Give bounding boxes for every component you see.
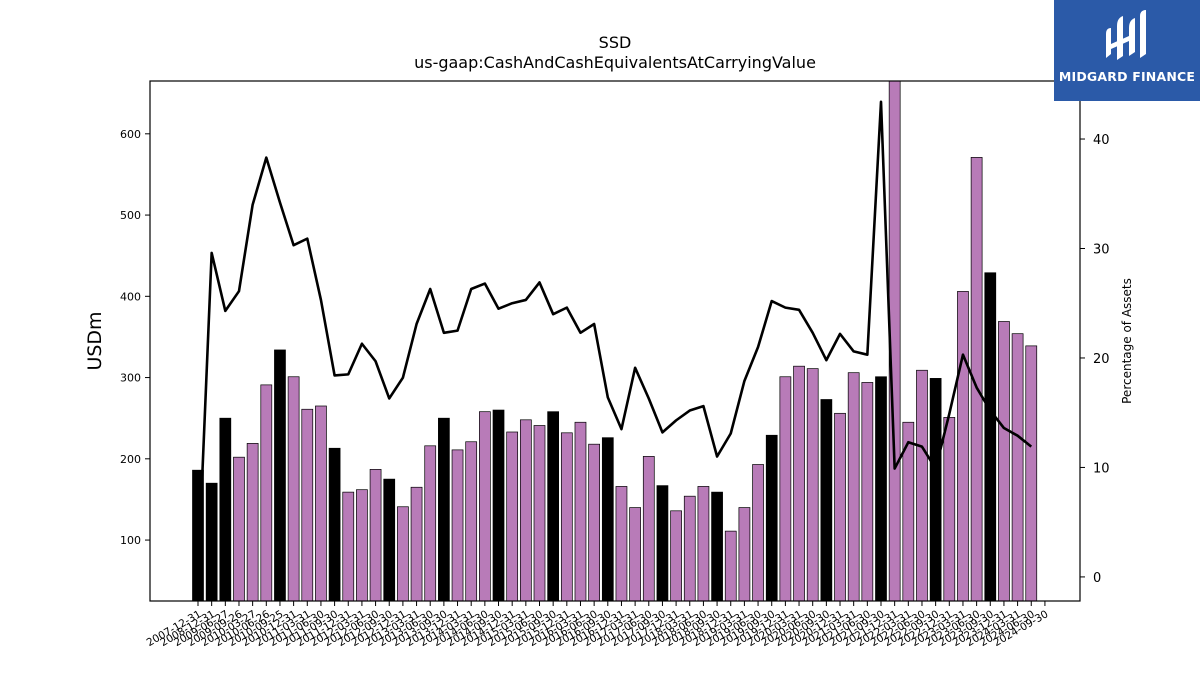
bar-2023-03-31 — [957, 291, 969, 602]
bar-2016-09-30 — [601, 437, 614, 602]
y-tick-label: 100 — [120, 534, 141, 547]
y-axis-label: USDm — [84, 311, 106, 370]
bar-2015-06-30 — [533, 425, 546, 602]
bar-2018-03-31 — [683, 495, 696, 602]
chart-subtitle: us-gaap:CashAndCashEquivalentsAtCarrying… — [414, 53, 816, 72]
bar-2015-09-30 — [547, 411, 560, 602]
bar-series — [192, 80, 1038, 602]
bar-2009-06-27 — [219, 417, 232, 602]
logo-text: MIDGARD FINANCE — [1058, 69, 1196, 84]
percentage-of-assets-line — [196, 100, 1033, 577]
bar-2017-03-31 — [629, 507, 641, 602]
bar-2010-03-27 — [246, 443, 259, 602]
bar-2024-06-30 — [1025, 345, 1038, 602]
midgard-logo-icon — [1106, 10, 1146, 60]
bar-2020-03-31 — [793, 365, 805, 602]
bar-2023-09-30 — [984, 272, 997, 602]
bar-2020-06-30 — [806, 368, 819, 602]
bar-2009-09-26 — [233, 456, 245, 602]
bar-2017-06-30 — [642, 456, 655, 602]
bar-2011-03-31 — [301, 408, 314, 602]
y-tick-label: 600 — [120, 128, 141, 141]
bar-2013-09-30 — [438, 417, 450, 602]
bar-2019-03-31 — [738, 507, 751, 602]
bar-2016-12-31 — [615, 486, 628, 602]
y2-tick-label: 20 — [1093, 352, 1110, 367]
y-tick-label: 400 — [120, 290, 141, 303]
bar-2008-12-31 — [205, 482, 218, 602]
bar-2021-03-31 — [847, 372, 860, 602]
bar-2017-12-31 — [670, 510, 682, 602]
bar-2023-12-31 — [998, 321, 1010, 602]
y2-tick-label: 10 — [1093, 461, 1110, 476]
bar-2012-09-30 — [383, 478, 396, 602]
bar-2014-06-30 — [479, 411, 491, 602]
bar-2014-03-31 — [465, 441, 478, 602]
bar-2012-12-31 — [397, 506, 409, 602]
bar-2011-06-30 — [315, 405, 327, 602]
y2-axis-label: Percentage of Assets — [1120, 278, 1134, 404]
bar-2014-09-30 — [492, 409, 505, 602]
bar-2020-09-30 — [820, 399, 833, 602]
bar-2018-09-30 — [711, 491, 723, 602]
bar-2013-12-31 — [451, 449, 464, 602]
bar-2015-12-31 — [560, 432, 573, 602]
bar-2012-06-30 — [369, 469, 382, 602]
bar-2017-09-30 — [656, 485, 669, 602]
midgard-finance-logo: MIDGARD FINANCE — [1054, 0, 1200, 101]
y-axis-left: 100 200 300 400 500 600 — [120, 128, 150, 547]
bar-2024-03-31 — [1011, 333, 1024, 602]
y2-tick-label: 30 — [1093, 242, 1110, 257]
percentage-line-series — [196, 100, 1033, 577]
y-axis-right: 0 10 20 30 40 — [1080, 133, 1110, 586]
bar-2015-03-31 — [519, 419, 532, 602]
bar-2010-06-26 — [260, 384, 273, 602]
bar-2019-09-30 — [765, 434, 778, 602]
bar-2016-06-30 — [588, 443, 600, 602]
x-axis: 2007-12-312008-12-312009-06-272009-09-26… — [145, 601, 1050, 649]
bar-2019-12-31 — [779, 376, 792, 602]
bar-2022-12-31 — [943, 417, 956, 602]
bar-2012-03-31 — [356, 489, 368, 602]
y2-tick-label: 0 — [1093, 571, 1101, 586]
y-tick-label: 200 — [120, 453, 141, 466]
bar-2018-12-31 — [724, 530, 737, 602]
bar-2016-03-31 — [574, 421, 587, 602]
plot-frame — [149, 80, 1081, 602]
bar-2010-12-31 — [287, 376, 300, 602]
y-tick-label: 500 — [120, 209, 141, 222]
bar-2018-06-30 — [697, 486, 710, 602]
bar-2020-12-31 — [834, 412, 846, 602]
bar-2022-09-30 — [929, 378, 942, 602]
chart-title: SSD — [599, 33, 632, 52]
bar-2019-06-30 — [752, 464, 764, 602]
bar-2022-06-30 — [916, 369, 928, 602]
bar-2021-09-30 — [875, 376, 887, 602]
bar-2013-03-31 — [410, 486, 423, 602]
y2-tick-label: 40 — [1093, 133, 1110, 148]
bar-2010-09-25 — [274, 349, 286, 602]
bar-2011-09-30 — [328, 447, 341, 602]
y-tick-label: 300 — [120, 372, 141, 385]
bar-2021-06-30 — [861, 382, 874, 602]
bar-2013-06-30 — [424, 445, 437, 602]
bar-2011-12-31 — [342, 491, 355, 602]
bar-2014-12-31 — [506, 431, 519, 602]
